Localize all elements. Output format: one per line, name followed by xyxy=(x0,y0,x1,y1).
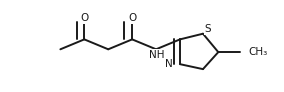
Text: N: N xyxy=(165,59,172,69)
Text: NH: NH xyxy=(149,50,165,60)
Text: O: O xyxy=(128,14,136,23)
Text: S: S xyxy=(204,24,211,34)
Text: O: O xyxy=(80,14,88,23)
Text: CH₃: CH₃ xyxy=(248,47,267,57)
